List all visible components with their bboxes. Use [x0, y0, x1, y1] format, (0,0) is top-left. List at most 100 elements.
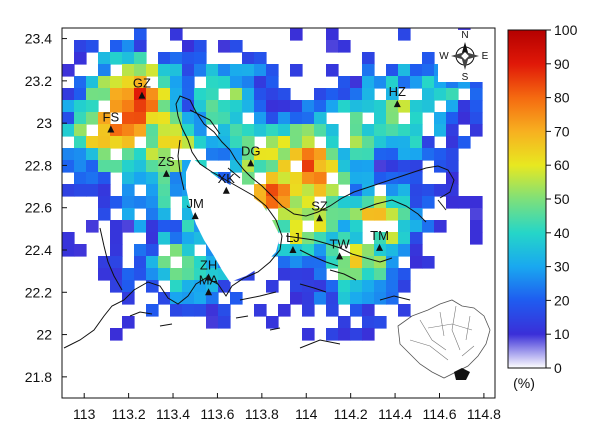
city-label-jm: JM: [187, 196, 204, 211]
heat-cell: [182, 244, 195, 257]
heat-cell: [218, 64, 231, 77]
heat-cell: [182, 304, 195, 317]
x-tick-label: 114.2: [334, 406, 368, 422]
heat-cell: [230, 100, 243, 113]
heat-cell: [98, 112, 111, 125]
city-marker-sz: [316, 214, 324, 222]
heat-cell: [74, 148, 87, 161]
city-marker-tw: [336, 252, 344, 260]
heat-cell: [230, 76, 243, 89]
heat-cell: [302, 268, 315, 281]
heat-cell: [146, 184, 159, 197]
heat-cell: [362, 136, 375, 149]
heat-cell: [290, 232, 303, 245]
heat-cell: [254, 64, 267, 77]
heat-cell: [122, 172, 135, 185]
heat-cell: [446, 172, 459, 185]
heat-cell: [314, 256, 327, 269]
heat-cell: [230, 124, 243, 137]
heat-cell: [326, 328, 339, 341]
heat-cell: [158, 52, 171, 65]
heat-cell: [350, 208, 363, 221]
heat-cell: [98, 64, 111, 77]
heat-cell: [422, 136, 435, 149]
heat-cell: [350, 148, 363, 161]
heat-cell: [314, 292, 327, 305]
heat-cell: [278, 88, 291, 101]
heat-cell: [290, 148, 303, 161]
y-axis: 23.4 23.2 23 22.8 22.6 22.4 22.2 22 21.8: [25, 31, 67, 385]
heat-cell: [110, 268, 123, 281]
heat-cell: [338, 40, 351, 53]
heat-cell: [386, 148, 399, 161]
heat-cell: [290, 256, 303, 269]
heat-cell: [74, 112, 87, 125]
heat-cell: [86, 160, 99, 173]
heat-cell: [194, 304, 207, 317]
colorbar-tick-label: 20: [554, 292, 570, 308]
heat-cell: [374, 172, 387, 185]
y-tick-label: 23: [36, 115, 52, 131]
heat-cell: [338, 88, 351, 101]
heat-cell: [170, 88, 183, 101]
heat-cell: [326, 100, 339, 113]
heat-cell: [278, 220, 291, 233]
heat-cell: [302, 160, 315, 173]
heat-cell: [326, 232, 339, 245]
heat-cell: [74, 172, 87, 185]
heat-cell: [218, 76, 231, 89]
heat-cell: [398, 100, 411, 113]
heat-cell: [350, 136, 363, 149]
china-provinces: [409, 305, 475, 361]
heat-cell: [410, 136, 423, 149]
city-marker-zs: [162, 169, 170, 177]
heat-cell: [326, 184, 339, 197]
city-marker-dg: [247, 159, 255, 167]
heat-cell: [182, 52, 195, 65]
heat-cell: [134, 172, 147, 185]
heat-cell: [110, 256, 123, 269]
heat-cell: [266, 76, 279, 89]
heat-cell: [302, 148, 315, 161]
heat-cell: [74, 88, 87, 101]
heat-cell: [134, 268, 147, 281]
city-label-lj: LJ: [286, 230, 300, 245]
heat-cell: [98, 136, 111, 149]
heat-cell: [290, 172, 303, 185]
heat-cell: [146, 88, 159, 101]
y-tick-label: 22.6: [25, 200, 52, 216]
heat-cell: [386, 100, 399, 113]
heat-cell: [218, 316, 231, 329]
heat-cell: [146, 160, 159, 173]
city-label-zh: ZH: [200, 257, 217, 272]
heat-cell: [314, 232, 327, 245]
heat-cell: [374, 292, 387, 305]
heat-cell: [266, 280, 279, 293]
heat-cell: [302, 184, 315, 197]
heat-cell: [110, 220, 123, 233]
heat-cell: [194, 52, 207, 65]
heat-cell: [122, 136, 135, 149]
heat-cell: [254, 124, 267, 137]
heat-cell: [338, 292, 351, 305]
heat-cell: [62, 148, 75, 161]
heat-cell: [290, 268, 303, 281]
china-outline: [397, 299, 491, 379]
heat-cell: [182, 292, 195, 305]
heat-cell: [410, 184, 423, 197]
heat-cell: [230, 160, 243, 173]
heat-cell: [278, 184, 291, 197]
heat-cell: [266, 184, 279, 197]
heat-cell: [362, 160, 375, 173]
colorbar-tick-label: 30: [554, 259, 570, 275]
heat-cell: [362, 316, 375, 329]
heat-cell: [314, 124, 327, 137]
heat-cell: [230, 292, 243, 305]
heat-cell: [266, 124, 279, 137]
heat-cell: [146, 304, 159, 317]
map-frame: [61, 27, 496, 399]
heat-cell: [398, 232, 411, 245]
heat-cell: [386, 196, 399, 209]
heat-cell: [86, 76, 99, 89]
heat-cell: [422, 52, 435, 65]
